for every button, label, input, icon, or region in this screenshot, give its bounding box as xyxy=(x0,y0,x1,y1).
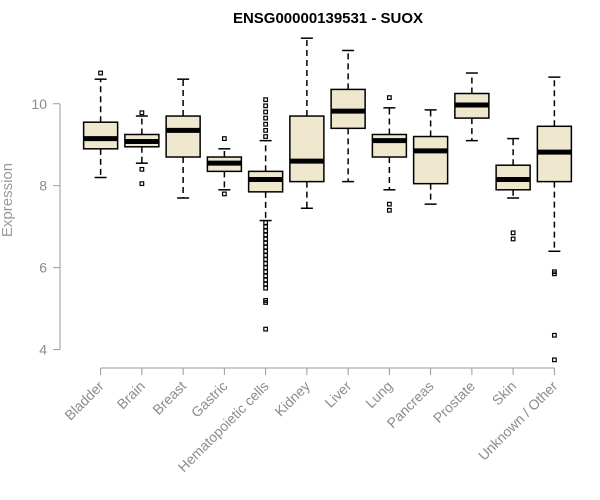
outlier-point xyxy=(139,166,145,172)
x-tick-label: Kidney xyxy=(271,378,313,420)
outlier-point xyxy=(510,236,516,242)
outlier-point xyxy=(263,277,269,283)
x-tick-label: Brain xyxy=(114,378,148,412)
outlier-point xyxy=(263,244,269,250)
outlier-point xyxy=(263,121,269,127)
box-group xyxy=(330,49,366,183)
outlier-point xyxy=(263,115,269,121)
outlier-point xyxy=(263,281,269,287)
outlier-point xyxy=(263,224,269,230)
outlier-point xyxy=(221,136,227,141)
y-tick-label: 10 xyxy=(31,96,47,112)
outlier-point xyxy=(263,252,269,258)
y-axis-label: Expression xyxy=(0,163,16,237)
box xyxy=(412,135,449,185)
outlier-point xyxy=(551,332,557,338)
box-group xyxy=(371,95,408,213)
y-tick-label: 6 xyxy=(39,260,47,276)
box-group xyxy=(206,136,243,197)
outlier-point xyxy=(386,201,392,207)
box xyxy=(371,133,408,158)
x-tick-label: Liver xyxy=(321,378,354,411)
y-axis: 4 6 8 10 xyxy=(31,96,61,358)
x-tick-label: Breast xyxy=(149,378,189,418)
outlier-point xyxy=(263,134,269,139)
outlier-point xyxy=(510,230,516,236)
plot-area xyxy=(82,37,573,363)
outlier-point xyxy=(386,207,392,213)
outlier-point xyxy=(263,109,269,115)
outlier-point xyxy=(263,220,269,225)
box-group xyxy=(165,78,201,199)
box xyxy=(82,121,119,150)
outlier-point xyxy=(263,240,269,246)
outlier-point xyxy=(139,181,145,187)
chart-title: ENSG00000139531 - SUOX xyxy=(233,10,423,27)
y-tick-label: 4 xyxy=(39,342,47,358)
box-group xyxy=(412,109,449,205)
outlier-point xyxy=(263,127,269,133)
box-group xyxy=(247,97,284,332)
outlier-point xyxy=(263,97,269,103)
x-tick-label: Skin xyxy=(489,378,520,409)
x-tick-label: Bladder xyxy=(61,378,107,424)
box xyxy=(165,115,201,158)
outlier-point xyxy=(263,232,269,238)
box-group xyxy=(495,137,531,242)
box-group xyxy=(289,37,325,209)
outlier-point xyxy=(263,257,269,262)
box-group xyxy=(82,70,119,179)
box-group xyxy=(536,76,573,363)
outlier-point xyxy=(263,300,269,305)
outlier-point xyxy=(263,228,269,234)
outlier-point xyxy=(139,110,145,116)
outlier-point xyxy=(98,70,104,76)
box xyxy=(289,115,325,183)
y-tick-label: 8 xyxy=(39,178,47,194)
outlier-point xyxy=(263,236,269,242)
outlier-point xyxy=(551,357,557,363)
outlier-point xyxy=(263,326,269,332)
outlier-point xyxy=(263,265,269,271)
outlier-point xyxy=(551,271,557,277)
x-tick-label: Prostate xyxy=(430,378,478,426)
outlier-point xyxy=(263,261,269,266)
outlier-point xyxy=(386,95,392,101)
outlier-point xyxy=(263,103,269,109)
box-group xyxy=(454,72,490,142)
x-tick-label: Lung xyxy=(362,378,395,411)
outlier-point xyxy=(263,269,269,275)
outlier-point xyxy=(263,285,269,291)
box-group xyxy=(124,110,160,187)
outlier-point xyxy=(263,248,269,254)
outlier-point xyxy=(221,191,227,197)
outlier-point xyxy=(263,273,269,279)
